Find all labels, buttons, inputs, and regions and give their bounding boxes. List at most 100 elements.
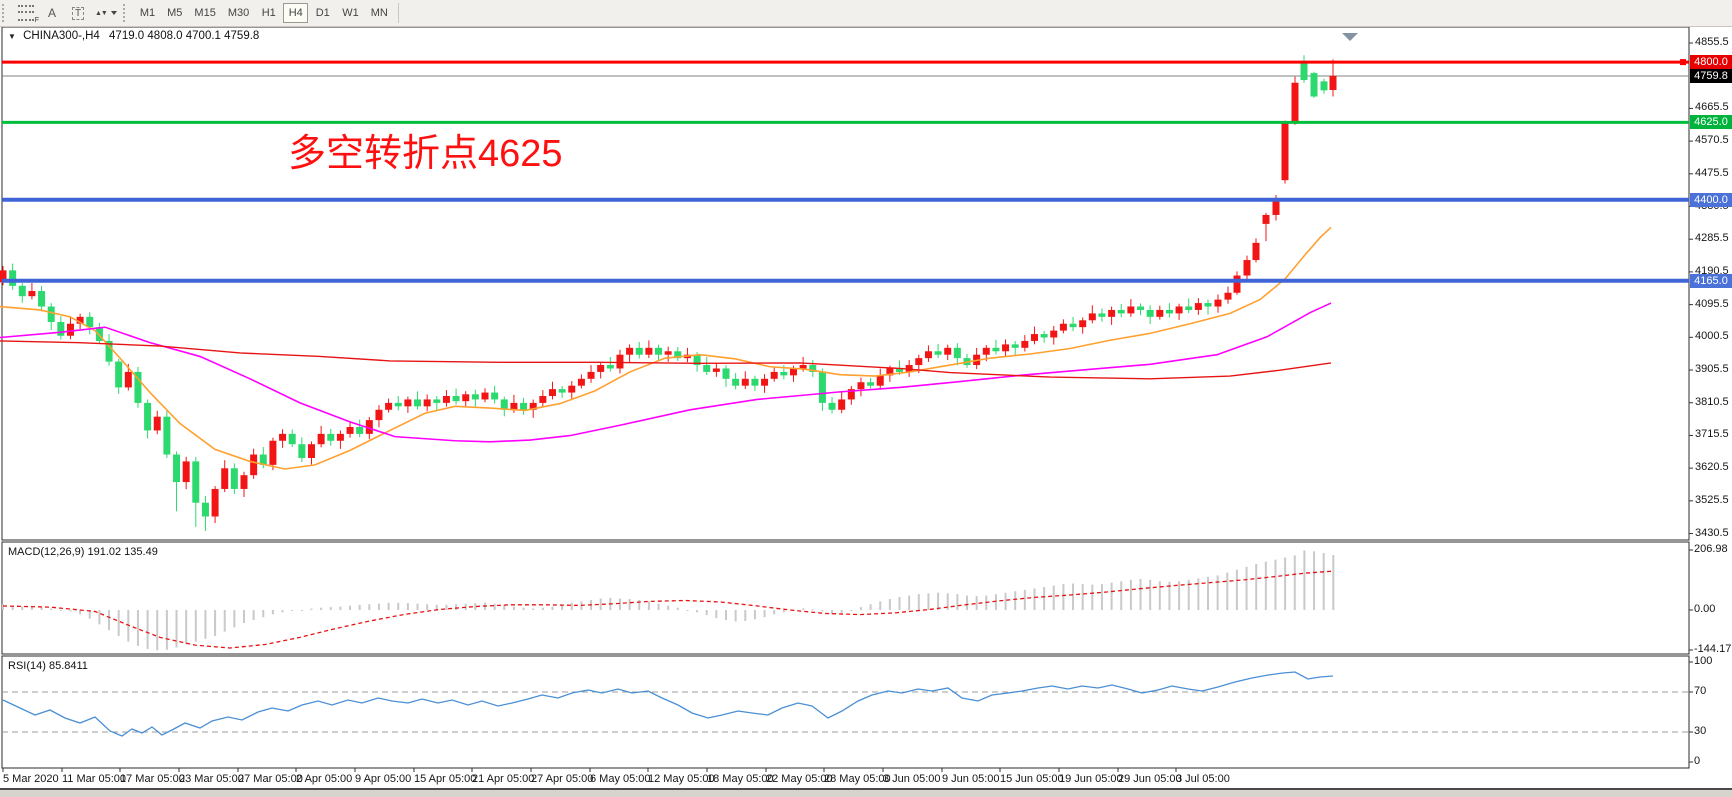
timeframe-button-W1[interactable]: W1 <box>337 3 364 23</box>
macd-bar <box>1284 557 1287 610</box>
macd-bar <box>946 593 949 610</box>
macd-bar <box>69 610 72 612</box>
macd-bar <box>175 610 178 648</box>
text-label-tool-button[interactable]: T <box>65 2 91 24</box>
candle-body <box>645 347 653 355</box>
macd-bar <box>869 604 872 610</box>
fibonacci-f-glyph: F <box>34 17 39 24</box>
macd-panel <box>1 541 1690 655</box>
macd-histogram <box>2 550 1335 651</box>
candle-body <box>1214 299 1222 307</box>
rsi-panel <box>1 655 1690 769</box>
macd-bar <box>214 610 217 636</box>
candle-body <box>1059 323 1067 331</box>
candle-body <box>163 416 171 455</box>
toolbar-drag-handle[interactable] <box>2 4 9 22</box>
macd-bar <box>1207 576 1209 610</box>
candle-body <box>356 426 364 434</box>
rsi-label: RSI(14) 85.8411 <box>8 660 88 672</box>
macd-bar <box>474 603 477 610</box>
macd-bar <box>59 610 62 611</box>
candle-body <box>269 440 277 465</box>
candle-body <box>770 371 778 379</box>
text-a-icon: A <box>47 6 56 20</box>
text-tool-button[interactable]: A <box>39 2 65 24</box>
macd-bar <box>21 606 24 610</box>
macd-bar <box>1332 555 1335 610</box>
macd-bar <box>1303 550 1306 610</box>
macd-bar <box>811 609 814 611</box>
candle-body <box>626 347 634 355</box>
macd-bar <box>204 610 207 639</box>
macd-bar <box>397 602 400 610</box>
timeframe-button-M1[interactable]: M1 <box>135 3 160 23</box>
candle-body <box>1329 75 1337 90</box>
candle-body <box>655 347 663 355</box>
candle-body <box>192 461 200 503</box>
macd-bar <box>368 604 371 610</box>
candle-body <box>1291 82 1299 123</box>
window-bottom-strip <box>0 788 1732 797</box>
arrows-tool-button[interactable]: ▲▼ <box>91 2 121 24</box>
candle-body <box>1079 320 1087 328</box>
candle-body <box>905 365 913 372</box>
macd-signal-line <box>2 570 1334 649</box>
candle-body <box>288 433 296 445</box>
candle-body <box>414 399 422 407</box>
candle-body <box>982 347 990 355</box>
timeframe-button-M5[interactable]: M5 <box>162 3 187 23</box>
candle-body <box>452 396 460 402</box>
toolbar-drag-handle[interactable] <box>122 4 130 22</box>
macd-bar <box>185 610 188 645</box>
candle-body <box>992 347 1000 352</box>
candle-body <box>375 409 383 421</box>
candle-body <box>394 402 402 407</box>
candle-body <box>674 351 682 359</box>
candle-body <box>751 378 759 386</box>
macd-bar <box>1081 584 1084 610</box>
timeframe-button-H1[interactable]: H1 <box>256 3 281 23</box>
fibonacci-tool-button[interactable]: F <box>13 2 39 24</box>
macd-bar <box>358 604 361 610</box>
candle-body <box>896 368 904 372</box>
macd-bar <box>917 594 920 610</box>
candle-body <box>732 378 740 386</box>
candle-body <box>568 385 576 393</box>
candle-body <box>761 378 769 386</box>
macd-bar <box>1293 555 1296 610</box>
macd-bar <box>956 594 959 610</box>
candle-body <box>886 368 894 376</box>
collapse-triangle-icon[interactable]: ▼ <box>8 32 16 41</box>
candle-body <box>1069 323 1077 328</box>
timeframe-button-M30[interactable]: M30 <box>223 3 254 23</box>
candle-body <box>462 394 470 402</box>
candle-body <box>298 444 306 458</box>
candle-body <box>789 368 797 376</box>
macd-bar <box>50 608 53 610</box>
macd-bar <box>522 607 525 610</box>
timeframe-button-M15[interactable]: M15 <box>189 3 220 23</box>
timeframe-button-H4[interactable]: H4 <box>283 3 309 23</box>
macd-bar <box>705 610 708 616</box>
candle-body <box>385 402 393 410</box>
macd-bar <box>763 610 766 618</box>
candle-body <box>250 454 258 476</box>
candle-body <box>307 444 315 458</box>
macd-label: MACD(12,26,9) 191.02 135.49 <box>8 546 158 558</box>
macd-bar <box>1110 582 1113 610</box>
macd-bar <box>647 601 650 610</box>
timeframe-button-D1[interactable]: D1 <box>310 3 335 23</box>
macd-bar <box>243 610 245 623</box>
candle-body <box>712 368 720 372</box>
candle-body <box>240 475 248 489</box>
candle-body <box>828 402 836 410</box>
timeframe-button-group: M1 M5 M15 M30 H1 H4 D1 W1 MN <box>134 3 394 23</box>
macd-bar <box>715 610 718 619</box>
macd-bar <box>753 610 756 620</box>
candle-body <box>944 347 952 355</box>
candle-body <box>500 399 508 410</box>
candle-body <box>346 426 354 434</box>
timeframe-button-MN[interactable]: MN <box>366 3 393 23</box>
candle-body <box>693 354 701 366</box>
